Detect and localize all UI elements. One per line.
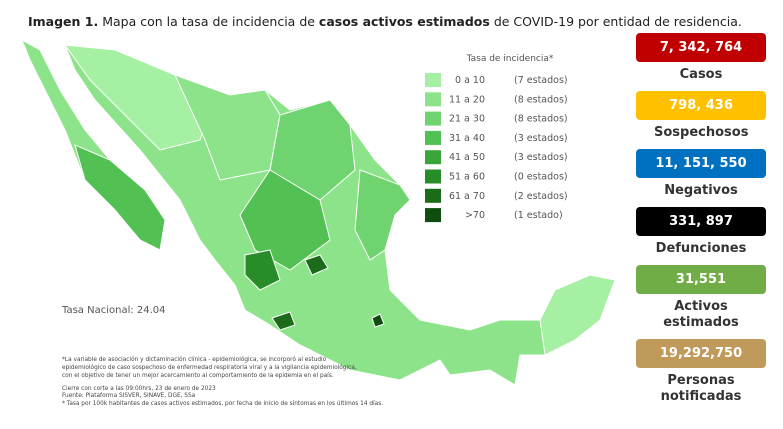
stat-label: Activos estimados (663, 299, 739, 330)
legend-swatch (425, 73, 441, 87)
stat-value: 31,551 (636, 265, 766, 294)
legend-range: 0 a 10 (455, 75, 485, 86)
legend-range: 31 a 40 (449, 133, 485, 144)
note: con el objetivo de tener un mejor acerca… (62, 372, 334, 379)
stat-value: 11, 151, 550 (636, 149, 766, 178)
legend-range: 51 a 60 (449, 172, 485, 183)
legend-swatch (425, 130, 441, 145)
legend-range: 41 a 50 (449, 152, 485, 163)
note: Fuente: Plataforma SISVER, SINAVE, DGE, … (62, 393, 196, 399)
legend-count: (3 estados) (514, 152, 568, 163)
map-shapes (21, 38, 616, 386)
legend-count: (3 estados) (514, 133, 568, 144)
legend-count: (8 estados) (514, 94, 568, 105)
stat-label: Casos (679, 67, 723, 82)
stat-label: Sospechosos (654, 125, 749, 140)
stat-label: Defunciones (655, 241, 747, 256)
legend-range: 11 a 20 (449, 94, 485, 105)
stat-label: Personas notificadas (660, 373, 742, 404)
title-text: Mapa con la tasa de incidencia de (98, 14, 319, 29)
legend-swatch (425, 92, 441, 107)
note: * Tasa por 100k habitantes de casos acti… (62, 400, 383, 407)
title-text: de COVID-19 por entidad de residencia. (489, 14, 742, 29)
legend-count: (2 estados) (514, 191, 568, 202)
legend-range: 21 a 30 (449, 114, 485, 125)
legend-swatch (425, 188, 441, 203)
baja-sur (74, 144, 166, 251)
stat-value: 7, 342, 764 (636, 33, 766, 62)
legend-count: (7 estados) (514, 75, 568, 86)
legend-title: Tasa de incidencia* (466, 54, 554, 64)
legend-swatch (425, 150, 441, 165)
legend-count: (1 estado) (514, 210, 563, 221)
center (239, 169, 331, 271)
note: epidemiológico de caso sospechoso de enf… (62, 364, 357, 371)
north (63, 44, 216, 151)
legend-swatch (425, 169, 441, 184)
note: *La variable de asociación y dictaminaci… (62, 356, 327, 363)
legend-range: >70 (465, 210, 485, 221)
notes: *La variable de asociación y dictaminaci… (62, 356, 383, 407)
legend-range: 61 a 70 (449, 191, 485, 202)
note: Cierre con corte a las 09:00hrs, 23 de e… (62, 386, 216, 392)
title: Imagen 1. Mapa con la tasa de incidencia… (28, 14, 742, 29)
stat-value: 798, 436 (636, 91, 766, 120)
legend-count: (0 estados) (514, 172, 568, 183)
legend-swatch (425, 208, 441, 223)
jalisco (244, 249, 281, 291)
colima (271, 311, 296, 331)
stat-value: 331, 897 (636, 207, 766, 236)
stats-panel: 7, 342, 764 Casos 798, 436 Sospechosos 11, 1… (636, 33, 766, 413)
stat-label: Negativos (664, 183, 738, 198)
title-label: Imagen 1. (28, 14, 99, 29)
national-rate: Tasa Nacional: 24.04 (61, 305, 166, 316)
morelos (371, 313, 385, 328)
east (354, 169, 411, 261)
title-emphasis: casos activos estimados (318, 14, 490, 29)
dark-state (304, 254, 329, 276)
legend: Tasa de incidencia* 0 a 10 (7 estados) 11 … (425, 54, 568, 223)
stat-value: 19,292,750 (636, 339, 766, 368)
map: Tasa de incidencia* 0 a 10 (7 estados) 11 … (21, 38, 616, 407)
yucatan (539, 274, 616, 356)
legend-count: (8 estados) (514, 114, 568, 125)
legend-swatch (425, 111, 441, 126)
